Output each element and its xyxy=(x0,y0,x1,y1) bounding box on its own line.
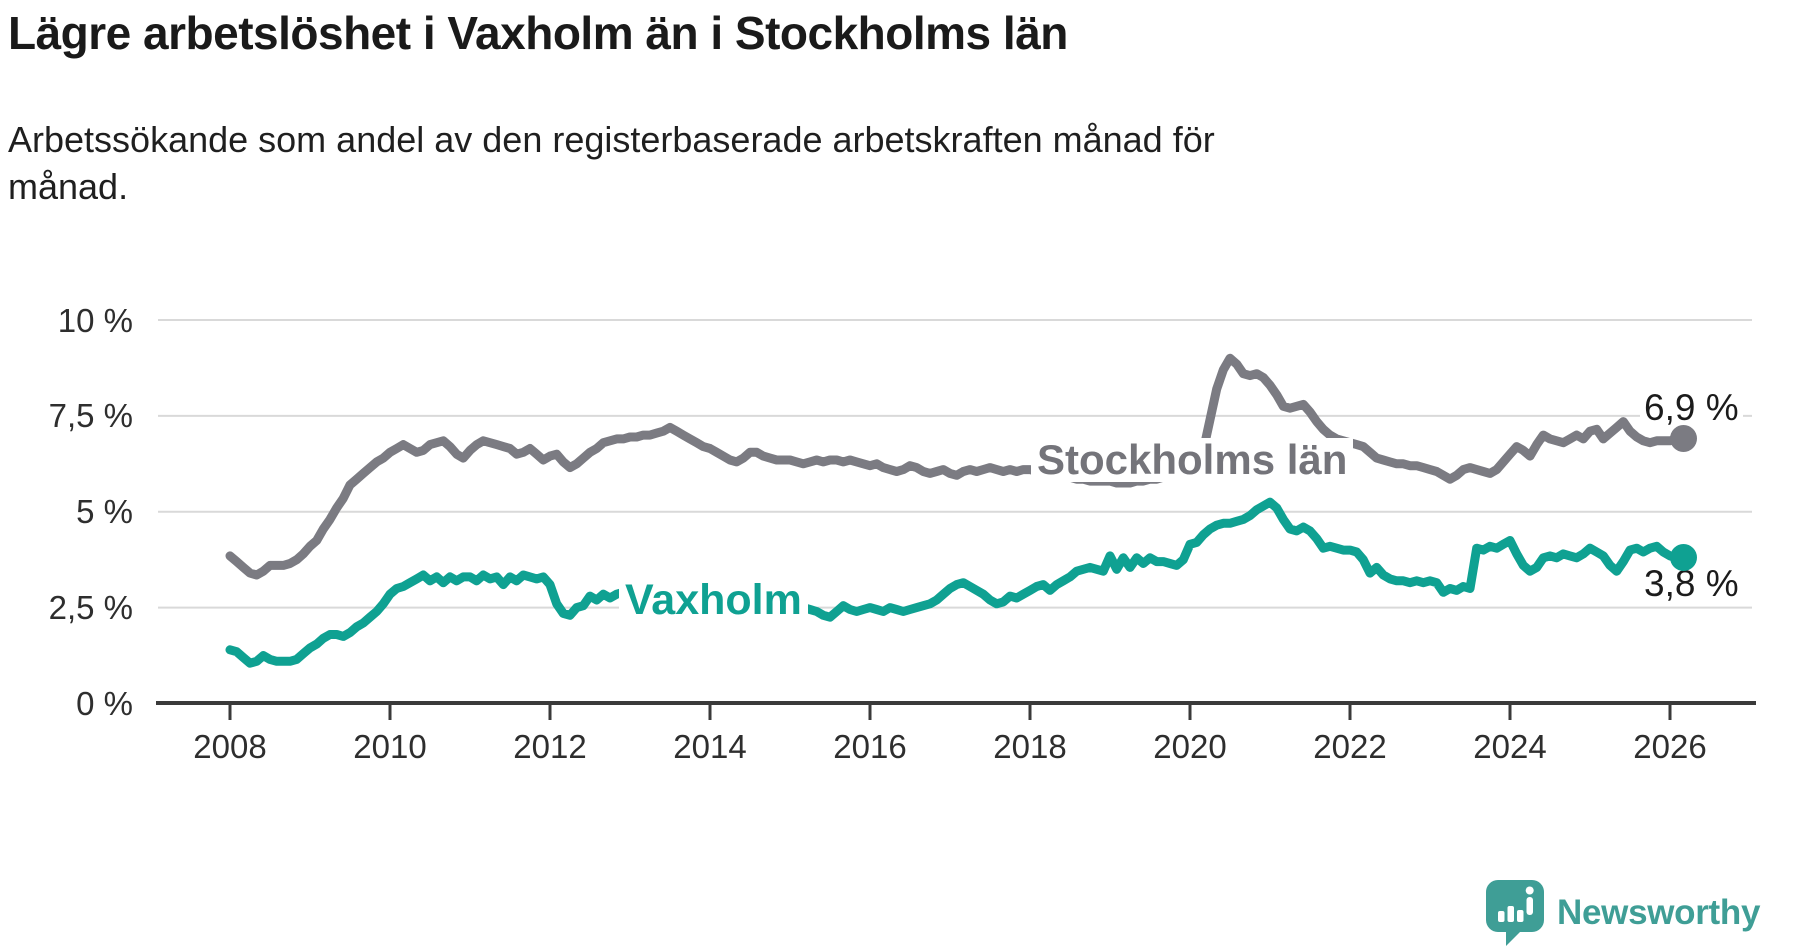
y-axis-label: 5 % xyxy=(76,493,133,531)
series-label-stockholms-lan: Stockholms län xyxy=(1031,437,1354,483)
chart-subtitle: Arbetssökande som andel av den registerb… xyxy=(8,116,1568,210)
series-end-dot-vaxholm xyxy=(1669,544,1697,572)
gridlines xyxy=(158,319,1752,609)
x-axis-label: 2026 xyxy=(1633,728,1707,765)
value-label-stockholms-lan: 6,9 % xyxy=(1640,389,1743,427)
x-axis-label: 2018 xyxy=(993,728,1067,765)
series-line-stockholms-l-n xyxy=(225,353,1688,580)
x-axis-label: 2012 xyxy=(513,728,587,765)
x-axis-label: 2016 xyxy=(833,728,907,765)
chart-title: Lägre arbetslöshet i Vaxholm än i Stockh… xyxy=(8,7,1068,59)
series-label-vaxholm: Vaxholm xyxy=(619,577,808,624)
value-label-vaxholm: 3,8 % xyxy=(1640,565,1743,603)
newsworthy-wordmark: Newsworthy xyxy=(1557,893,1761,932)
newsworthy-logo-icon xyxy=(1486,880,1544,946)
x-axis-label: 2010 xyxy=(353,728,427,765)
chart-subtitle-line2: månad. xyxy=(8,166,129,207)
x-axis-label: 2014 xyxy=(673,728,747,765)
y-axis-label: 10 % xyxy=(57,301,133,339)
y-axis-label: 7,5 % xyxy=(48,397,133,435)
series-line-vaxholm xyxy=(225,497,1688,668)
x-axis-label: 2020 xyxy=(1153,728,1227,765)
newsworthy-logo: Newsworthy xyxy=(1486,880,1760,946)
chart-subtitle-line1: Arbetssökande som andel av den registerb… xyxy=(8,119,1215,160)
y-axis-label: 2,5 % xyxy=(48,589,133,627)
x-axis-label: 2008 xyxy=(193,728,267,765)
x-axis-label: 2024 xyxy=(1473,728,1547,765)
series-lines xyxy=(225,353,1688,668)
series-end-dot-stockholms-l-n xyxy=(1669,425,1697,453)
y-axis-label: 0 % xyxy=(76,685,133,722)
axis-ticks xyxy=(228,703,1672,720)
x-axis-label: 2022 xyxy=(1313,728,1387,765)
